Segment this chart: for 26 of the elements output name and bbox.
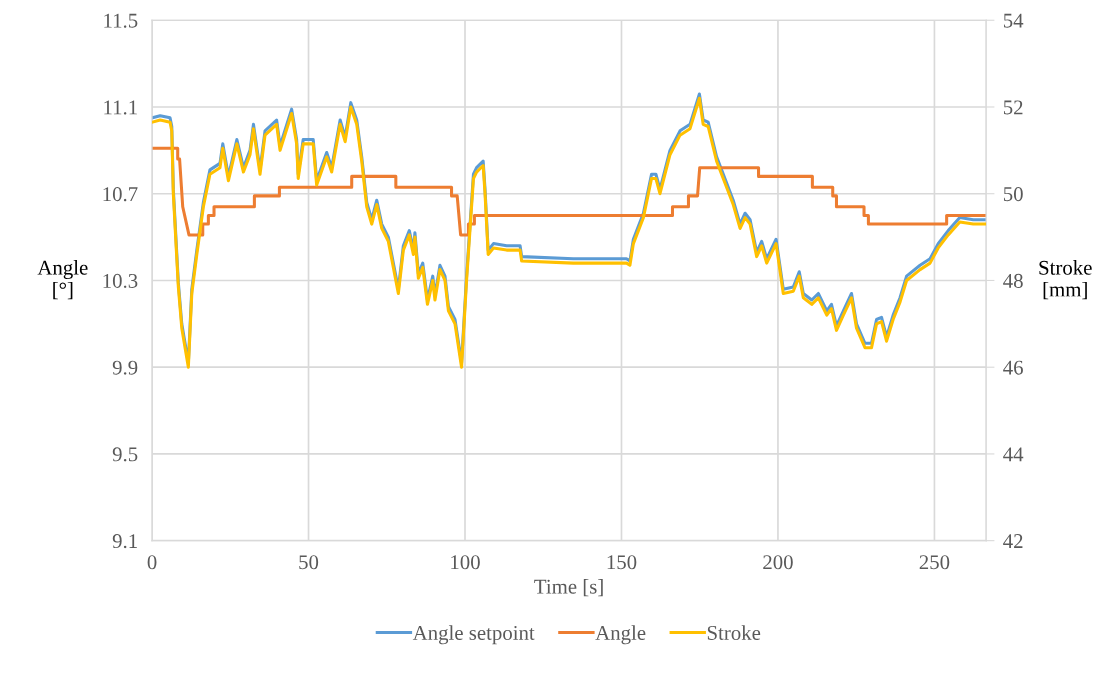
y2-tick-label: 50 [1003,187,1023,202]
x-tick-label: 200 [763,555,793,570]
legend-label: Angle setpoint [412,625,535,645]
legend-label: Angle [595,625,646,645]
x-axis-title: Time [s] [534,579,603,597]
x-tick-label: 0 [147,555,157,570]
y2-tick-label: 44 [1003,447,1024,462]
y2-tick-label: 54 [1003,13,1024,28]
legend-label: Stroke [707,625,761,640]
y2-axis-title: Stroke [mm] [1039,260,1092,300]
y2-tick-label: 52 [1003,100,1023,115]
y-tick-label: 9.1 [112,534,137,549]
y2-tick-label: 42 [1003,534,1023,548]
x-tick-label: 150 [607,555,637,570]
y2-tick-label: 48 [1003,273,1023,288]
y-tick-label: 9.5 [112,447,138,462]
y-tick-label: 11.1 [104,100,137,115]
y-tick-label: 9.9 [112,360,138,375]
y-tick-label: 10.3 [103,273,138,288]
y-tick-label: 10.7 [103,187,138,202]
x-tick-label: 50 [299,555,319,570]
y2-tick-label: 46 [1003,360,1023,375]
x-tick-label: 250 [919,555,950,570]
x-tick-label: 100 [451,555,480,570]
y-axis-title: Angle [°] [37,260,88,300]
y-tick-label: 11.5 [104,13,138,28]
